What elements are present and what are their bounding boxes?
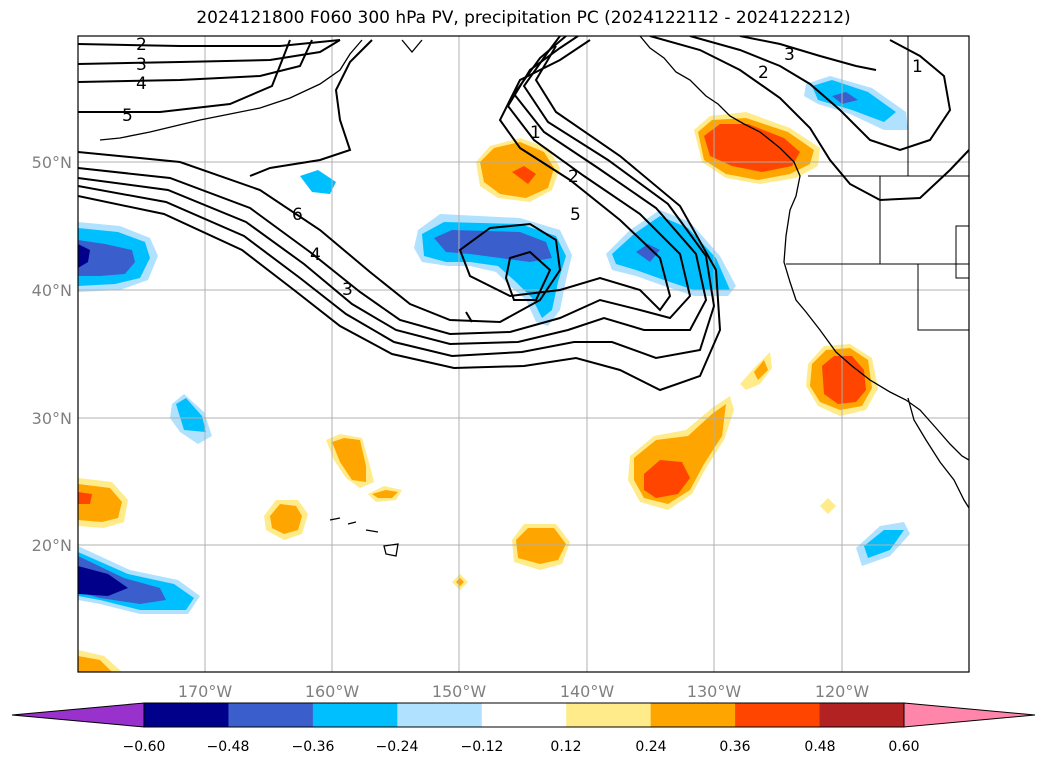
contour-labels: 2 3 4 5 6 4 3 1 2 5 3 2 1 [122, 35, 923, 300]
contour-label: 3 [136, 55, 147, 75]
precipitation-shading [78, 76, 910, 672]
lat-label: 50°N [32, 153, 72, 172]
precip-blob-negative [78, 240, 135, 276]
colorbar-tick: 0.48 [804, 739, 835, 755]
colorbar-tick: −0.36 [292, 739, 335, 755]
lon-label: 130°W [687, 682, 742, 701]
lon-label: 150°W [432, 682, 487, 701]
colorbar-segment [397, 703, 483, 727]
colorbar-segment [144, 703, 229, 727]
colorbar-tick: −0.60 [123, 739, 166, 755]
precip-blob-negative [636, 244, 660, 262]
map-frame [77, 35, 970, 673]
precip-blob-negative [300, 170, 336, 194]
colorbar-tick: 0.24 [635, 739, 666, 755]
precip-blob-positive [644, 460, 690, 498]
lat-label: 20°N [32, 536, 72, 555]
precip-blob-positive [332, 438, 366, 482]
colorbar-segment [735, 703, 821, 727]
precip-blob-positive [820, 498, 836, 514]
contour-label: 1 [912, 57, 923, 77]
precip-blob-negative [864, 530, 904, 558]
contour-label: 4 [310, 245, 321, 265]
colorbar-segment [819, 703, 905, 727]
longitude-labels: 170°W 160°W 150°W 140°W 130°W 120°W [178, 682, 870, 701]
precip-blob-positive [78, 484, 122, 522]
contour-label: 5 [570, 205, 581, 225]
contour-label: 2 [136, 35, 147, 55]
lat-label: 30°N [32, 409, 72, 428]
colorbar-segment [481, 703, 567, 727]
contour-label: 2 [568, 167, 579, 187]
contour-label: 5 [122, 106, 133, 126]
colorbar-under-arrow [11, 702, 145, 728]
lat-label: 40°N [32, 281, 72, 300]
colorbar-tick: 0.60 [888, 739, 919, 755]
colorbar-tick: 0.12 [550, 739, 581, 755]
gridlines [78, 36, 969, 672]
colorbar-frame [143, 702, 905, 728]
contour-label: 4 [136, 74, 147, 94]
colorbar-ticks: −0.60 −0.48 −0.36 −0.24 −0.12 0.12 0.24 … [123, 739, 920, 755]
colorbar-tick: −0.24 [376, 739, 419, 755]
precip-blob-negative [176, 398, 206, 432]
contour-label: 3 [784, 45, 795, 65]
borders [786, 36, 969, 331]
map-title: 2024121800 F060 300 hPa PV, precipitatio… [196, 8, 851, 28]
precip-blob-positive [78, 656, 112, 672]
latitude-labels: 50°N 40°N 30°N 20°N [32, 153, 72, 555]
contour-label: 2 [758, 63, 769, 83]
lon-label: 120°W [815, 682, 870, 701]
lon-label: 140°W [560, 682, 615, 701]
precip-blob-positive [270, 504, 302, 534]
pv-contours [78, 36, 969, 392]
precip-blob-positive [512, 166, 536, 184]
colorbar-tick: −0.48 [207, 739, 250, 755]
colorbar-segment [566, 703, 652, 727]
lon-label: 170°W [178, 682, 233, 701]
precip-blob-negative [78, 244, 90, 268]
colorbar-segment [228, 703, 314, 727]
precip-blob-positive [78, 492, 92, 504]
precip-blob-positive [456, 578, 464, 586]
colorbar-tick: 0.36 [719, 739, 750, 755]
contour-label: 6 [292, 205, 303, 225]
colorbar-tick: −0.12 [461, 739, 504, 755]
colorbar-segment [312, 703, 398, 727]
precip-blob-positive [704, 124, 800, 172]
lon-label: 160°W [305, 682, 360, 701]
precip-blob-positive [516, 528, 566, 564]
precip-blob-negative [832, 92, 858, 104]
precip-blob-positive [372, 490, 398, 498]
colorbar-segment [650, 703, 736, 727]
colorbar-over-arrow [903, 702, 1036, 728]
precip-blob-negative [78, 566, 128, 596]
colorbar-segments [144, 703, 905, 727]
contour-label: 1 [530, 123, 541, 143]
coastlines [99, 36, 969, 557]
contour-label: 3 [342, 280, 353, 300]
precip-blob-positive [754, 360, 768, 380]
colorbar: −0.60 −0.48 −0.36 −0.24 −0.12 0.12 0.24 … [11, 702, 1036, 755]
